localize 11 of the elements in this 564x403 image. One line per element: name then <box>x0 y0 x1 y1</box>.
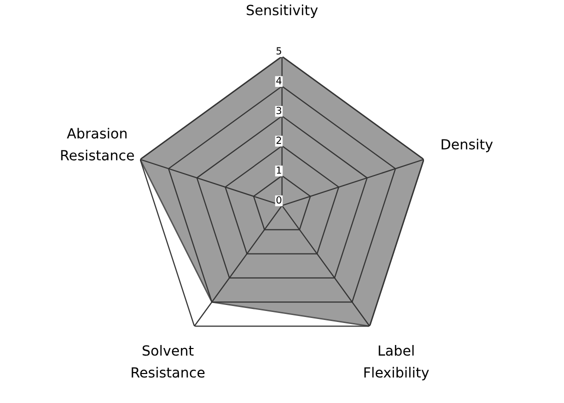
spoke-label: Density <box>442 138 493 152</box>
y-tick-label: 4 <box>276 77 282 84</box>
y-tick-label: 5 <box>276 47 282 55</box>
y-tick-label: 1 <box>276 166 282 174</box>
spoke-label: Sensitivity <box>246 4 318 18</box>
spoke-label: Solvent Resistance <box>132 345 205 378</box>
y-tick-label: 0 <box>276 196 282 204</box>
y-tick-label: 2 <box>276 136 282 144</box>
spoke-label: Label Flexibility <box>364 345 429 380</box>
y-tick-label: 3 <box>276 106 282 114</box>
spoke-label: Abrasion Resistance <box>61 128 134 160</box>
